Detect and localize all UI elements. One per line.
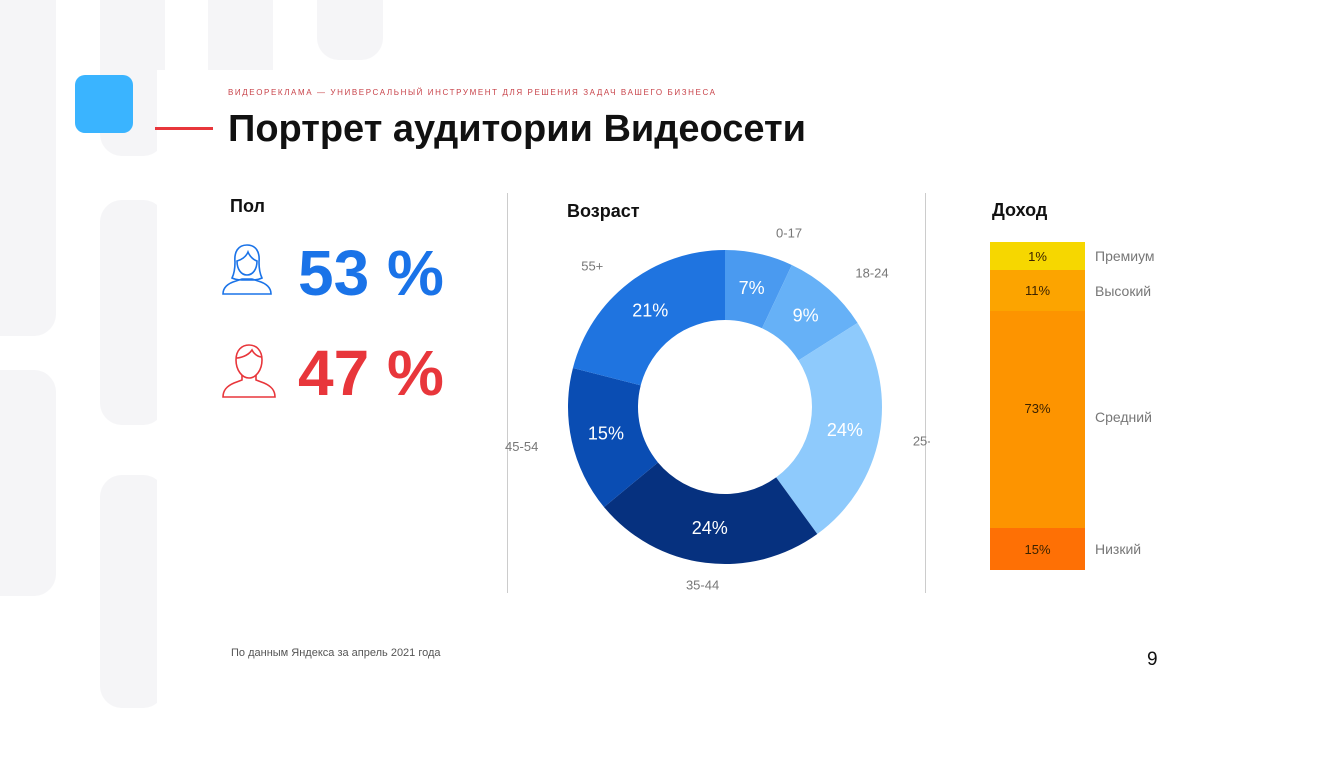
- donut-slice-35-44: [604, 462, 818, 564]
- logo-square: [75, 75, 133, 133]
- title-accent-line: [155, 127, 213, 130]
- bg-shape: [100, 200, 165, 425]
- bg-shape: [0, 370, 56, 596]
- female-user-icon: [222, 244, 272, 295]
- slice-value-label: 9%: [793, 305, 819, 325]
- slice-category-label: 0-17: [776, 225, 802, 240]
- slice-value-label: 7%: [739, 278, 765, 298]
- income-segment-1: 11%: [990, 270, 1085, 311]
- income-chart-title: Доход: [992, 200, 1048, 220]
- donut-slice-45-54: [568, 367, 658, 508]
- slice-category-label: 18-24: [855, 266, 888, 281]
- age-donut-chart: 7% 0-17 9% 18-24 24% 25-34 24% 35-44 15% 45-54 21%…: [505, 225, 930, 590]
- donut-slice-0-17: [725, 250, 792, 329]
- bg-shape: [317, 0, 383, 60]
- source-note: По данным Яндекса за апрель 2021 года: [231, 647, 441, 659]
- slice-value-label: 24%: [827, 420, 863, 440]
- slice-category-label: 45-54: [505, 439, 538, 454]
- slice-value-label: 24%: [692, 518, 728, 538]
- slice-category-label: 55+: [581, 259, 603, 274]
- income-category-label: Средний: [1095, 409, 1152, 425]
- male-user-icon: [222, 344, 276, 398]
- bg-shape: [100, 475, 165, 708]
- age-chart-title: Возраст: [567, 201, 640, 221]
- slice-value-label: 15%: [588, 424, 624, 444]
- female-percentage: 53 %: [298, 237, 444, 309]
- donut-slice-55+: [572, 250, 725, 386]
- male-percentage: 47 %: [298, 337, 444, 409]
- donut-slice-18-24: [762, 264, 858, 361]
- income-category-label: Высокий: [1095, 282, 1152, 299]
- income-segment-3: 15%: [990, 528, 1085, 570]
- income-category-label: Низкий: [1095, 541, 1142, 557]
- income-segment-0: 1%: [990, 242, 1085, 270]
- slice-category-label: 35-44: [686, 578, 719, 590]
- income-segment-2: 73%: [990, 311, 1085, 528]
- content-area: [157, 70, 1340, 770]
- bg-shape: [208, 0, 273, 70]
- kicker: ВИДЕОРЕКЛАМА — УНИВЕРСАЛЬНЫЙ ИНСТРУМЕНТ …: [228, 88, 717, 97]
- income-category-label: Премиум: [1095, 248, 1155, 264]
- divider: [925, 193, 926, 593]
- page-number: 9: [1147, 649, 1158, 670]
- slice-value-label: 21%: [632, 301, 668, 321]
- slice-category-label: 25-34: [913, 434, 930, 449]
- donut-slice-25-34: [776, 322, 882, 535]
- page-title: Портрет аудитории Видеосети: [228, 108, 806, 150]
- gender-title: Пол: [230, 196, 265, 216]
- divider: [507, 193, 508, 593]
- bg-shape: [0, 0, 56, 336]
